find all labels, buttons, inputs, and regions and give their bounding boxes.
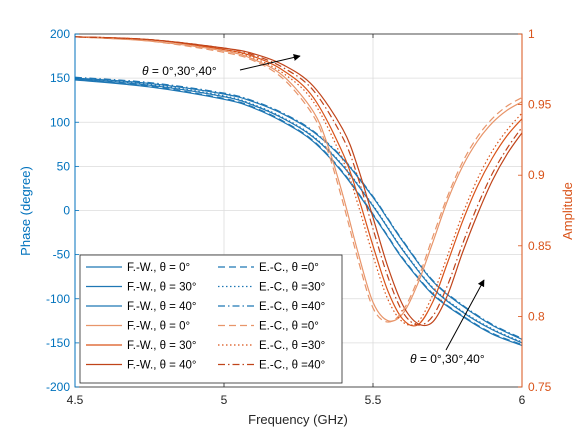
x-tick-label: 5.5 — [365, 393, 382, 407]
amplitude-series-fw-theta-30 — [74, 36, 523, 327]
legend-label-ec: E.-C., θ =30° — [259, 282, 325, 294]
amplitude-series-ec-theta-0 — [74, 36, 523, 323]
y-right-tick-label: 1 — [528, 27, 535, 41]
legend-label-fw: F.-W., θ = 0° — [127, 262, 190, 274]
legend-label-ec: E.-C., θ =0° — [259, 321, 319, 333]
legend-label-ec: E.-C., θ =40° — [259, 301, 325, 313]
x-tick-label: 4.5 — [67, 393, 84, 407]
y-left-tick-label: 100 — [50, 115, 70, 129]
y-right-tick-label: 0.8 — [528, 309, 545, 323]
x-tick-label: 6 — [519, 393, 526, 407]
legend-label-fw: F.-W., θ = 40° — [127, 301, 196, 313]
amplitude-series-fw-theta-40 — [74, 36, 523, 327]
y-left-tick-label: -150 — [46, 336, 70, 350]
annotation-arrow-top — [239, 54, 301, 71]
y-left-tick-label: 50 — [57, 159, 71, 173]
y-right-tick-label: 0.75 — [528, 380, 552, 394]
legend-label-fw: F.-W., θ = 30° — [127, 282, 196, 294]
y-left-tick-label: 0 — [63, 204, 70, 218]
y-left-tick-label: -100 — [46, 292, 70, 306]
y-left-tick-label: 200 — [50, 27, 70, 41]
annotation-theta-bottom: θ = 0°,30°,40° — [410, 352, 485, 366]
legend-label-ec: E.-C., θ =0° — [259, 262, 319, 274]
amplitude-series-ec-theta-30 — [74, 36, 523, 326]
x-axis-label: Frequency (GHz) — [248, 412, 348, 427]
amplitude-series-ec-theta-40 — [74, 36, 523, 326]
y-axis-left-label: Phase (degree) — [18, 166, 33, 256]
y-right-tick-label: 0.95 — [528, 98, 552, 112]
legend-label-fw: F.-W., θ = 0° — [127, 321, 190, 333]
legend: F.-W., θ = 0° E.-C., θ =0° F.-W., θ = 30° E… — [79, 254, 343, 384]
annotation-arrow-bottom — [445, 279, 485, 351]
legend-label-fw: F.-W., θ = 40° — [127, 360, 196, 372]
phase-series-fw-theta-30 — [74, 78, 523, 344]
legend-label-fw: F.-W., θ = 30° — [127, 340, 196, 352]
x-tick-label: 5 — [221, 393, 228, 407]
y-right-tick-label: 0.9 — [528, 168, 545, 182]
phase-series-ec-theta-40 — [74, 76, 523, 340]
annotations: θ = 0°,30°,40° θ = 0°,30°,40° — [142, 54, 485, 366]
y-right-tick-label: 0.85 — [528, 239, 552, 253]
y-axis-right-label: Amplitude — [560, 182, 575, 240]
legend-label-ec: E.-C., θ =30° — [259, 340, 325, 352]
y-left-tick-label: -200 — [46, 380, 70, 394]
amplitude-series-fw-theta-0 — [74, 36, 523, 322]
axes-layer: 4.5 5 5.5 6 200 150 100 50 0 -50 -100 -150 -200 1 0.95… — [46, 27, 552, 407]
annotation-theta-top: θ = 0°,30°,40° — [142, 64, 217, 78]
y-left-tick-label: -50 — [53, 248, 71, 262]
legend-box — [79, 254, 343, 384]
series-layer — [74, 36, 523, 347]
legend-label-ec: E.-C., θ =40° — [259, 360, 325, 372]
y-left-tick-label: 150 — [50, 71, 70, 85]
